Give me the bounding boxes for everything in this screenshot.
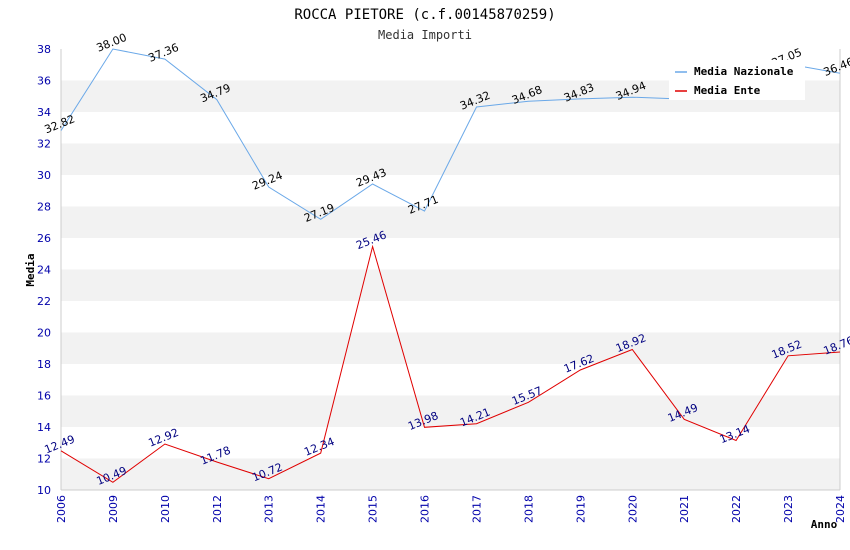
x-tick-label: 2024 xyxy=(834,495,847,523)
chart-title: ROCCA PIETORE (c.f.00145870259) xyxy=(294,7,555,23)
y-tick-label: 10 xyxy=(37,484,51,497)
legend: Media Nazionale Media Ente xyxy=(669,60,805,100)
x-tick-label: 2006 xyxy=(55,495,68,523)
grid-band xyxy=(61,175,840,207)
y-tick-label: 26 xyxy=(37,232,51,245)
x-tick-label: 2009 xyxy=(107,495,120,523)
y-tick-label: 14 xyxy=(37,421,51,434)
x-tick-label: 2019 xyxy=(574,495,587,523)
y-tick-label: 20 xyxy=(37,327,51,340)
grid-band xyxy=(61,269,840,301)
x-tick-label: 2012 xyxy=(211,495,224,523)
y-axis-label: Media xyxy=(24,253,37,286)
y-tick-label: 30 xyxy=(37,169,51,182)
grid-band xyxy=(61,364,840,396)
legend-label-media-nazionale: Media Nazionale xyxy=(694,65,794,78)
y-tick-label: 28 xyxy=(37,201,51,214)
y-tick-label: 18 xyxy=(37,358,51,371)
x-tick-label: 2013 xyxy=(263,495,276,523)
y-axis-ticks: 10 12 14 16 18 20 22 24 26 28 30 32 34 36 38 xyxy=(37,43,51,497)
series-line-media-ente xyxy=(60,244,841,483)
grid-band xyxy=(61,112,840,144)
grid-band xyxy=(61,238,840,270)
y-tick-label: 32 xyxy=(37,138,51,151)
grid-band xyxy=(61,301,840,333)
x-tick-label: 2018 xyxy=(522,495,535,523)
x-tick-label: 2014 xyxy=(315,495,328,523)
y-tick-label: 38 xyxy=(37,43,51,56)
grid-band xyxy=(61,332,840,364)
legend-background xyxy=(669,60,805,100)
y-tick-label: 36 xyxy=(37,75,51,88)
y-tick-label: 24 xyxy=(37,264,51,277)
y-tick-label: 16 xyxy=(37,390,51,403)
x-tick-label: 2020 xyxy=(626,495,639,523)
grid-band xyxy=(61,458,840,490)
x-tick-label: 2022 xyxy=(730,495,743,523)
legend-label-media-ente: Media Ente xyxy=(694,84,761,97)
x-axis-ticks: 2006 2009 2010 2012 2013 2014 2015 2016 2017 2018… xyxy=(55,495,847,523)
chart-subtitle: Media Importi xyxy=(378,28,472,42)
y-tick-label: 34 xyxy=(37,106,51,119)
grid-band xyxy=(61,395,840,427)
x-tick-label: 2010 xyxy=(159,495,172,523)
y-tick-label: 12 xyxy=(37,453,51,466)
x-tick-label: 2017 xyxy=(470,495,483,523)
x-axis-label: Anno xyxy=(811,518,838,531)
y-tick-label: 22 xyxy=(37,295,51,308)
x-tick-label: 2021 xyxy=(678,495,691,523)
x-tick-label: 2016 xyxy=(419,495,432,523)
grid-band xyxy=(61,206,840,238)
x-tick-label: 2015 xyxy=(367,495,380,523)
grid-bands xyxy=(60,49,841,491)
x-tick-label: 2023 xyxy=(782,495,795,523)
